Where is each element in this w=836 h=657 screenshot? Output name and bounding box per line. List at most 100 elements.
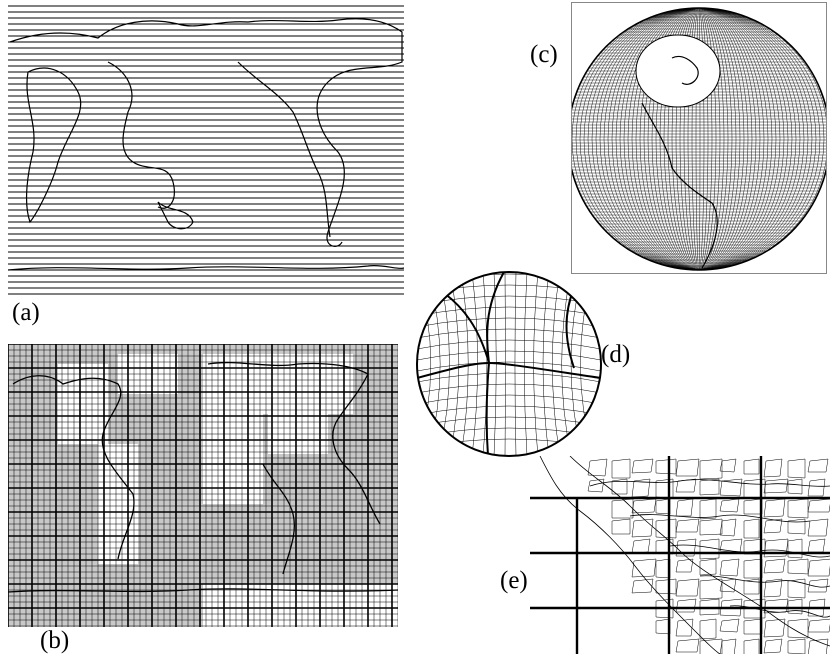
mesh-cell [763,458,783,478]
longitude-line [698,8,761,270]
mesh-cell [807,578,829,593]
longitude-line [611,8,700,270]
mesh-cell [787,498,809,519]
mesh-cell [763,578,783,598]
longitude-line [698,8,809,270]
mesh-line [533,272,539,456]
mesh-cell [699,598,720,616]
longitude-line [659,8,700,270]
continent-outline [237,61,331,238]
mesh-cell [787,618,809,639]
mesh-cell [675,638,700,653]
coastline [589,479,830,487]
longitude-line [635,8,700,270]
mesh-cell [787,578,806,599]
mesh-line [552,272,561,456]
coastline [539,456,721,654]
mesh-cell [631,518,654,538]
mesh-line [417,272,432,456]
longitude-line [619,8,700,270]
longitude-line [698,8,821,270]
mesh-line [417,438,601,449]
mesh-cell [787,458,806,479]
mesh-cell [743,518,760,539]
mesh-cell [763,638,783,654]
continent-outline [8,264,404,271]
longitude-line [595,8,700,270]
longitude-line [667,8,700,270]
mesh-cell [587,458,608,477]
mesh-cell [763,558,786,574]
continent-outline [157,201,194,230]
cube-face-edge [486,272,505,364]
mesh-line [524,272,528,456]
longitude-line [615,8,700,270]
mesh-cell [655,598,674,619]
longitude-line [575,8,700,270]
mesh-cell [808,638,829,654]
mesh-cell [699,518,723,536]
mesh-cell [743,578,760,595]
mesh-line [460,272,469,456]
longitude-line [679,8,700,270]
mesh-cell [675,618,694,637]
mesh-cell [787,518,806,535]
mesh-cell [699,578,723,600]
mesh-cell [787,478,803,495]
longitude-line [647,8,700,270]
longitude-line [698,8,713,270]
mesh-cell [699,458,723,480]
coastline [629,514,811,523]
mesh-cell [807,498,830,513]
mesh-cell [699,558,717,576]
label-e: (e) [500,567,528,594]
longitude-line [698,8,789,270]
longitude-line [698,8,717,270]
mesh-line [417,328,601,339]
longitude-line [698,8,733,270]
longitude-line [623,8,700,270]
longitude-line [698,8,729,270]
longitude-line [675,8,700,270]
continent-outline [12,375,135,560]
longitude-line [698,8,805,270]
continent-outline [8,588,398,593]
mesh-cell [807,618,830,633]
continent-outline [641,102,718,269]
longitude-line [599,8,700,270]
mesh-cell [675,518,700,533]
mesh-cell [611,518,631,535]
label-a: (a) [12,299,40,326]
mesh-cell [719,558,740,577]
longitude-line [603,8,700,270]
longitude-line [631,8,700,270]
continent-outline [9,18,403,247]
longitude-line [591,8,700,270]
mesh-cell [807,558,830,577]
longitude-line [698,8,709,270]
longitude-line [683,8,700,270]
mesh-cell [631,498,657,514]
mesh-line [427,272,441,456]
longitude-line [651,8,700,270]
mesh-cell [719,598,743,617]
mesh-line [542,272,550,456]
longitude-line [698,8,745,270]
mesh-cell [719,458,737,473]
longitude-line [698,8,801,270]
mesh-cell [787,538,803,559]
panel-b [8,344,398,627]
mesh-line [417,383,601,394]
mesh-cell [611,478,628,495]
mesh-cell [743,638,760,654]
mesh-line [580,272,594,456]
longitude-line [698,8,753,270]
mesh-cell [807,458,829,473]
mesh-cell [631,578,654,594]
mesh-cell [611,458,631,479]
mesh-line [449,272,460,456]
panel-e-regional-map [530,456,830,654]
longitude-line [698,8,813,270]
panel-a-map [8,2,404,300]
mesh-cell [675,478,697,493]
